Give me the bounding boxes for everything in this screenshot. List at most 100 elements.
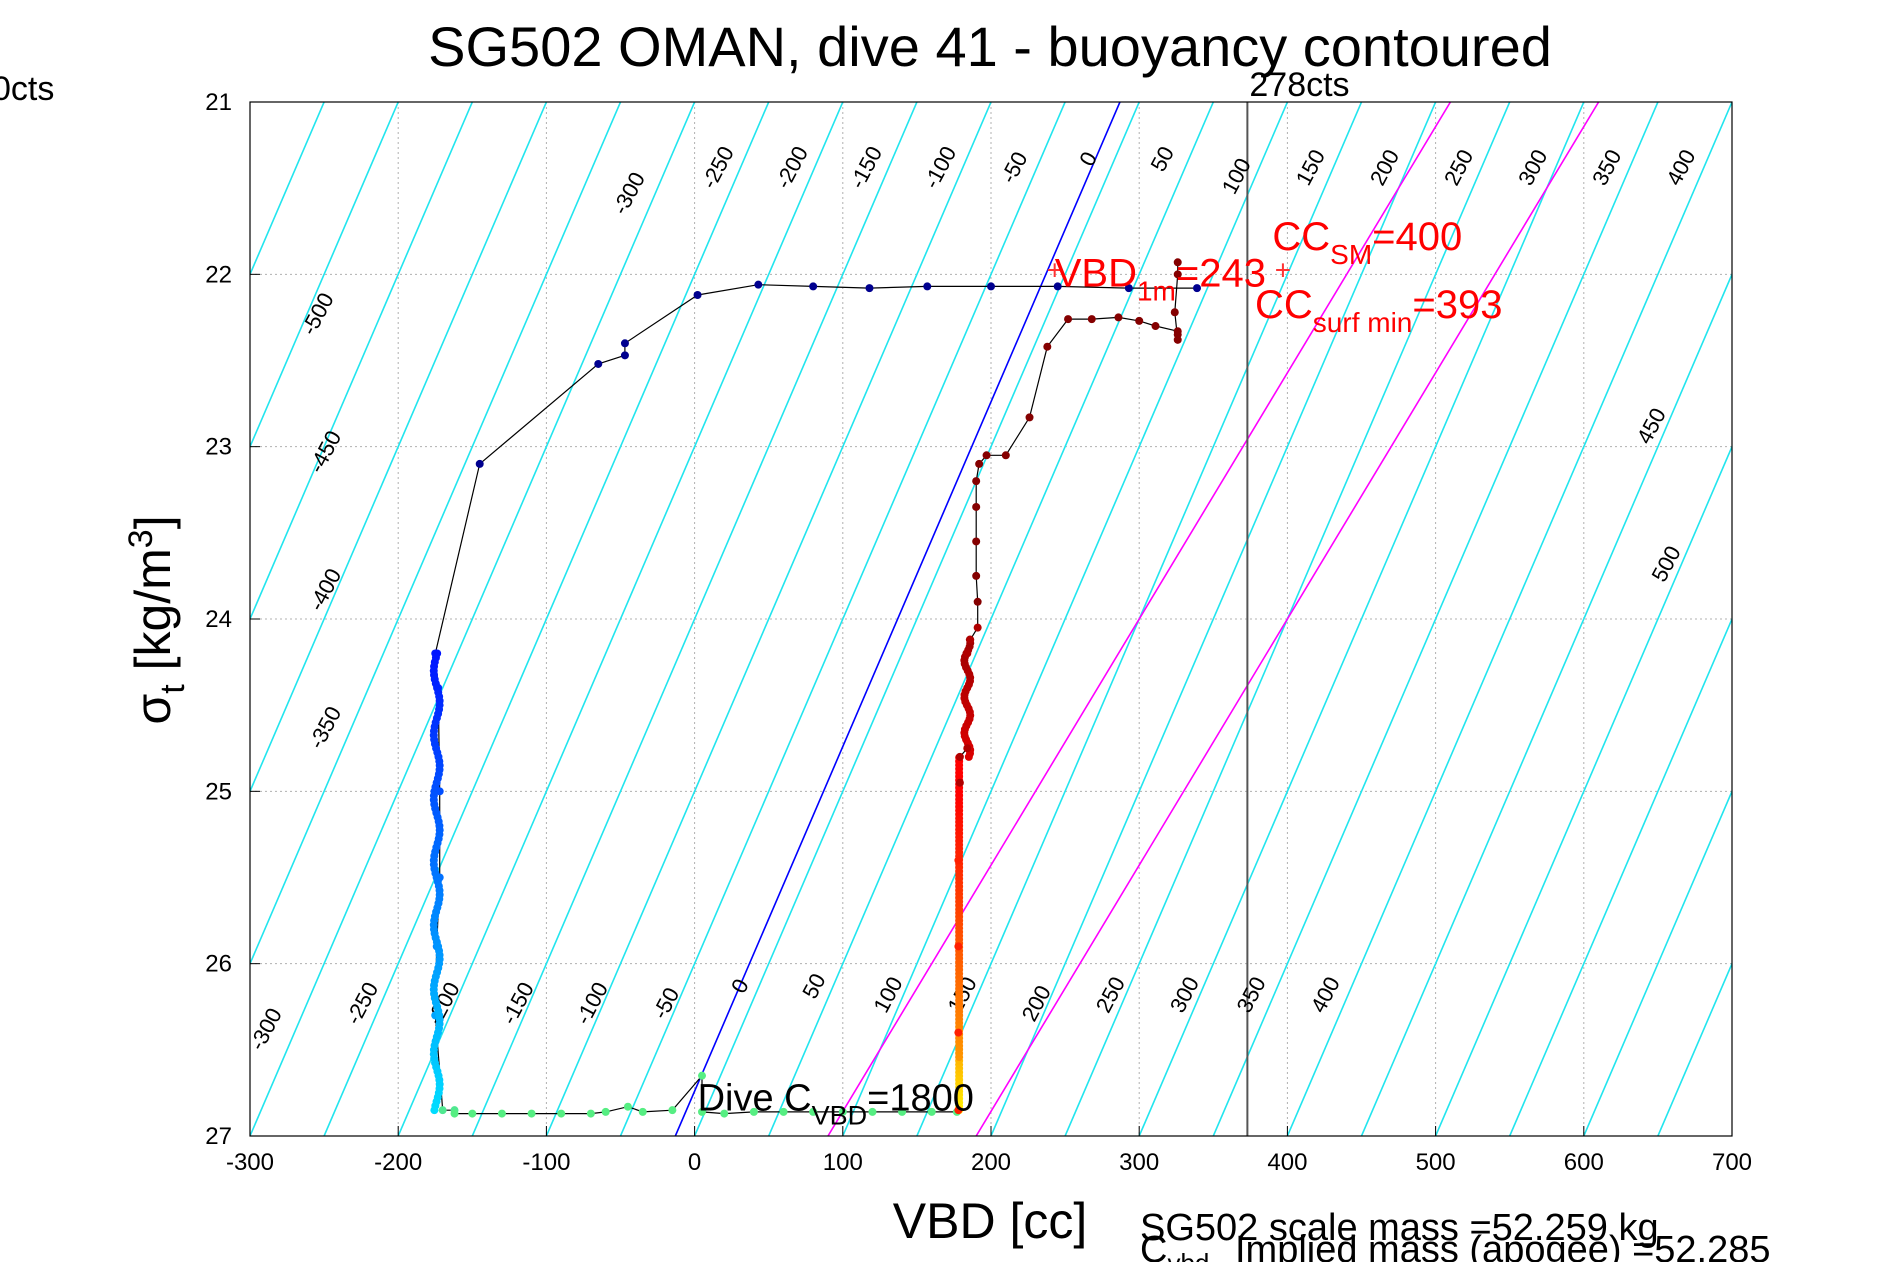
x-tick-label: -100 [522, 1149, 570, 1176]
contour-line [250, 102, 399, 449]
y-axis-label: σt [kg/m3] [122, 515, 192, 724]
y-label-unit: [kg/m [125, 548, 181, 670]
ascent-point [1173, 270, 1182, 279]
contour-line [250, 102, 474, 622]
contour-label: -450 [304, 426, 347, 477]
bottom-point [668, 1106, 677, 1115]
x-tick-label: 600 [1564, 1149, 1604, 1176]
annotation-vbd-1m: VBD1m=243 [1055, 251, 1266, 306]
contour-label: 0 [1074, 148, 1102, 171]
ascent-point [973, 597, 982, 606]
contour-line [250, 102, 696, 1136]
ascent-point [972, 537, 981, 546]
y-tick-label: 25 [205, 778, 232, 805]
contour-label: 300 [1513, 145, 1552, 189]
descent-point [693, 291, 702, 300]
bottom-point [468, 1109, 477, 1118]
descent-point [865, 284, 874, 293]
contour-label: 450 [1632, 404, 1671, 448]
ascent-point [1087, 315, 1096, 324]
y-label-close: ] [125, 515, 181, 529]
bottom-point [557, 1109, 566, 1118]
ascent-point [1173, 335, 1182, 344]
bottom-point [527, 1109, 536, 1118]
bottom-point [450, 1109, 459, 1118]
footer-scale-mass: SG502 scale mass =52.259 kg [1140, 1207, 1659, 1249]
y-tick-label: 26 [205, 951, 232, 978]
y-tick-label: 23 [205, 434, 232, 461]
ascent-point [954, 942, 963, 951]
contour-label: -500 [296, 289, 339, 340]
bottom-point [586, 1109, 595, 1118]
descent-point [620, 351, 629, 360]
bottom-point [838, 1107, 847, 1116]
cts-label: 278cts [1249, 66, 1349, 104]
x-tick-label: 200 [971, 1149, 1011, 1176]
contour-line [545, 102, 992, 1136]
contour-line [1657, 961, 1732, 1136]
ascent-point [1135, 316, 1144, 325]
contour-line [842, 102, 1289, 1136]
annotation-cc-sm: CCSM=400 [1272, 215, 1462, 270]
contour-line [1138, 102, 1585, 1136]
contour-label: 250 [1439, 145, 1478, 189]
ascent-point [1170, 308, 1179, 317]
ascent-point [1114, 313, 1123, 322]
bottom-point [623, 1102, 632, 1111]
y-tick-label: 24 [205, 606, 232, 633]
annotation-cc-surf-min: CCsurf min=393 [1255, 283, 1502, 338]
bottom-point [809, 1107, 818, 1116]
contour-line [693, 102, 1140, 1136]
descent-point [1053, 282, 1062, 291]
bottom-point [698, 1107, 707, 1116]
contour-line [1212, 102, 1659, 1136]
contour-line [1731, 1133, 1732, 1136]
reference-line [975, 102, 1600, 1136]
contour-label: 100 [868, 973, 907, 1017]
contour-line [0, 102, 28, 1136]
y-tick-label: 22 [205, 261, 232, 288]
x-tick-label: 300 [1119, 1149, 1159, 1176]
contour-line [990, 102, 1437, 1136]
descent-point [620, 339, 629, 348]
descent-point [438, 1106, 447, 1115]
footer-implied-mass: Implied mass (apogee) =52.285 [1235, 1229, 1771, 1262]
ascent-point [963, 744, 972, 753]
ascent-point [1064, 315, 1073, 324]
bottom-point [779, 1107, 788, 1116]
contour-line [1508, 616, 1732, 1136]
contour-label: 400 [1306, 973, 1345, 1017]
bottom-point [868, 1107, 877, 1116]
x-tick-label: 100 [823, 1149, 863, 1176]
descent-point [923, 282, 932, 291]
ascent-point [966, 635, 975, 644]
y-tick-label: 27 [205, 1123, 232, 1150]
axes: -300 -200 -100 0 100 200 300 400 500 600 700212223… [205, 89, 1752, 1176]
contour-label: -350 [304, 702, 347, 753]
ascent-point [982, 451, 991, 460]
ascent-point [1173, 258, 1182, 267]
contour-label: -150 [496, 978, 539, 1029]
contour-line [619, 102, 1066, 1136]
contour-label: 50 [1145, 142, 1179, 175]
ascent-point [955, 752, 964, 761]
contour-label: -50 [647, 983, 684, 1023]
contour-label: 50 [797, 969, 831, 1002]
contour-label: -100 [570, 978, 613, 1029]
ascent-point [954, 856, 963, 865]
footer-cvbd-base: C [1140, 1229, 1167, 1262]
bottom-point [898, 1107, 907, 1116]
bottom-point [497, 1109, 506, 1118]
x-tick-label: -200 [374, 1149, 422, 1176]
contour-label: -300 [244, 1004, 287, 1055]
footer-cvbd-sub: vbd [1167, 1248, 1209, 1262]
contour-label: 500 [1646, 542, 1685, 586]
contour-label: 150 [1291, 145, 1330, 189]
descent-point [1124, 284, 1133, 293]
ascent-point [972, 571, 981, 580]
bottom-point [927, 1107, 936, 1116]
ascent-point [954, 1028, 963, 1037]
contour-label: 350 [1231, 973, 1270, 1017]
contour-line [1286, 102, 1732, 1136]
